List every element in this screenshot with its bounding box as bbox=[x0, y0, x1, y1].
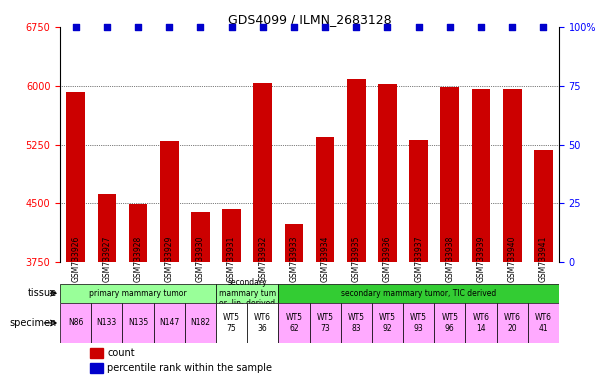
Point bbox=[476, 24, 486, 30]
FancyBboxPatch shape bbox=[60, 303, 91, 343]
Text: GSM733934: GSM733934 bbox=[320, 235, 329, 281]
Bar bbox=[441, 87, 459, 262]
Text: percentile rank within the sample: percentile rank within the sample bbox=[108, 363, 272, 373]
Text: GSM733935: GSM733935 bbox=[352, 235, 361, 281]
Text: WT6
14: WT6 14 bbox=[472, 313, 489, 333]
FancyBboxPatch shape bbox=[372, 303, 403, 343]
FancyBboxPatch shape bbox=[403, 303, 434, 343]
Point bbox=[195, 24, 205, 30]
Text: WT5
75: WT5 75 bbox=[223, 313, 240, 333]
Text: WT6
20: WT6 20 bbox=[504, 313, 520, 333]
Bar bbox=[378, 84, 397, 262]
Text: primary mammary tumor: primary mammary tumor bbox=[89, 289, 187, 298]
Bar bbox=[409, 140, 428, 262]
Point bbox=[352, 24, 361, 30]
FancyBboxPatch shape bbox=[341, 303, 372, 343]
Bar bbox=[472, 89, 490, 262]
Text: N86: N86 bbox=[68, 318, 84, 328]
FancyBboxPatch shape bbox=[91, 303, 123, 343]
Bar bbox=[66, 92, 85, 262]
Point bbox=[320, 24, 330, 30]
Bar bbox=[503, 89, 522, 262]
FancyBboxPatch shape bbox=[528, 303, 559, 343]
Text: GSM733936: GSM733936 bbox=[383, 235, 392, 281]
Bar bbox=[129, 204, 147, 262]
Text: N133: N133 bbox=[97, 318, 117, 328]
Text: GSM733926: GSM733926 bbox=[71, 235, 80, 281]
Text: GSM733931: GSM733931 bbox=[227, 235, 236, 281]
Bar bbox=[316, 137, 335, 262]
FancyBboxPatch shape bbox=[278, 303, 310, 343]
Text: WT5
96: WT5 96 bbox=[441, 313, 459, 333]
Text: secondary mammary tumor, TIC derived: secondary mammary tumor, TIC derived bbox=[341, 289, 496, 298]
Point bbox=[445, 24, 454, 30]
Text: specimen: specimen bbox=[10, 318, 57, 328]
Title: GDS4099 / ILMN_2683128: GDS4099 / ILMN_2683128 bbox=[228, 13, 391, 26]
Text: GSM733927: GSM733927 bbox=[102, 235, 111, 281]
Bar bbox=[534, 150, 553, 262]
Text: secondary
mammary tum
or, lin- derived: secondary mammary tum or, lin- derived bbox=[219, 278, 276, 308]
Text: GSM733930: GSM733930 bbox=[196, 235, 205, 281]
Bar bbox=[222, 209, 241, 262]
Text: WT5
62: WT5 62 bbox=[285, 313, 302, 333]
FancyBboxPatch shape bbox=[496, 303, 528, 343]
Text: WT5
83: WT5 83 bbox=[348, 313, 365, 333]
Point bbox=[258, 24, 267, 30]
Point bbox=[507, 24, 517, 30]
Point bbox=[165, 24, 174, 30]
FancyBboxPatch shape bbox=[247, 303, 278, 343]
FancyBboxPatch shape bbox=[465, 303, 496, 343]
Text: GSM733939: GSM733939 bbox=[477, 235, 486, 281]
Bar bbox=[90, 348, 103, 358]
Text: count: count bbox=[108, 348, 135, 358]
Text: WT6
36: WT6 36 bbox=[254, 313, 271, 333]
Text: WT5
92: WT5 92 bbox=[379, 313, 396, 333]
Point bbox=[227, 24, 236, 30]
Text: WT5
93: WT5 93 bbox=[410, 313, 427, 333]
FancyBboxPatch shape bbox=[60, 283, 216, 303]
Text: GSM733933: GSM733933 bbox=[290, 235, 299, 281]
Text: GSM733940: GSM733940 bbox=[508, 235, 517, 281]
Text: N135: N135 bbox=[128, 318, 148, 328]
FancyBboxPatch shape bbox=[278, 283, 559, 303]
Point bbox=[102, 24, 112, 30]
FancyBboxPatch shape bbox=[216, 283, 278, 303]
Text: WT6
41: WT6 41 bbox=[535, 313, 552, 333]
FancyBboxPatch shape bbox=[123, 303, 154, 343]
Point bbox=[383, 24, 392, 30]
Point bbox=[289, 24, 299, 30]
FancyBboxPatch shape bbox=[185, 303, 216, 343]
Text: tissue: tissue bbox=[28, 288, 57, 298]
Bar bbox=[347, 79, 365, 262]
FancyBboxPatch shape bbox=[216, 303, 247, 343]
Bar bbox=[191, 212, 210, 262]
Text: N182: N182 bbox=[191, 318, 210, 328]
Text: GSM733928: GSM733928 bbox=[133, 235, 142, 281]
Point bbox=[71, 24, 81, 30]
FancyBboxPatch shape bbox=[434, 303, 465, 343]
Bar bbox=[254, 83, 272, 262]
Bar bbox=[285, 224, 304, 262]
Text: GSM733937: GSM733937 bbox=[414, 235, 423, 281]
Point bbox=[538, 24, 548, 30]
Bar bbox=[90, 363, 103, 373]
Text: N147: N147 bbox=[159, 318, 179, 328]
Point bbox=[414, 24, 424, 30]
Text: GSM733929: GSM733929 bbox=[165, 235, 174, 281]
Text: GSM733938: GSM733938 bbox=[445, 235, 454, 281]
FancyBboxPatch shape bbox=[154, 303, 185, 343]
Text: WT5
73: WT5 73 bbox=[317, 313, 334, 333]
Text: GSM733932: GSM733932 bbox=[258, 235, 267, 281]
Bar bbox=[160, 141, 178, 262]
FancyBboxPatch shape bbox=[310, 303, 341, 343]
Text: GSM733941: GSM733941 bbox=[539, 235, 548, 281]
Point bbox=[133, 24, 143, 30]
Bar bbox=[97, 194, 116, 262]
